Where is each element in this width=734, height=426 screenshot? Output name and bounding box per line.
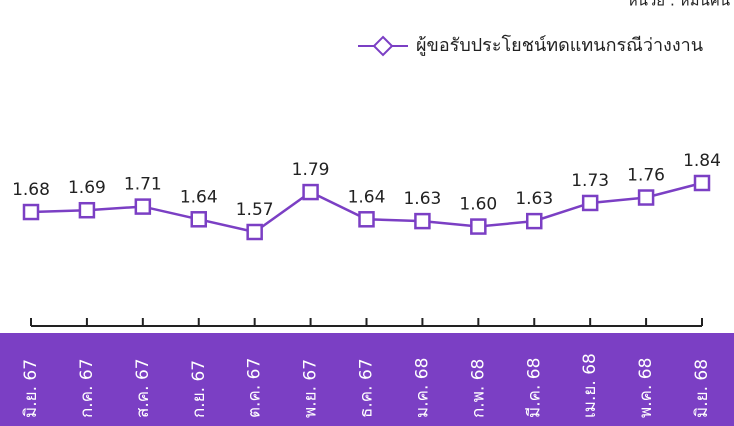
legend: ผู้ขอรับประโยชน์ทดแทนกรณีว่างงาน xyxy=(358,34,703,57)
data-label: 1.63 xyxy=(403,189,441,209)
data-label: 1.63 xyxy=(515,189,553,209)
x-tick-label: ส.ค. 67 xyxy=(133,358,153,418)
x-tick-label: พ.ค. 68 xyxy=(636,358,656,418)
point-marker xyxy=(470,218,487,235)
data-label: 1.60 xyxy=(459,195,497,215)
x-tick-label: ธ.ค. 67 xyxy=(357,358,377,418)
data-label: 1.76 xyxy=(627,166,665,186)
point-marker xyxy=(637,189,655,206)
x-tick-label: พ.ย. 67 xyxy=(301,359,321,418)
x-tick-label: ม.ค. 68 xyxy=(412,358,432,418)
category-band xyxy=(0,333,734,426)
unit-label: หน่วย : หมื่นคน xyxy=(628,0,730,10)
x-tick-label: ก.ค. 67 xyxy=(77,358,97,418)
point-marker xyxy=(414,212,431,230)
data-label: 1.68 xyxy=(12,180,50,200)
data-label: 1.69 xyxy=(68,178,106,198)
x-tick-label: มี.ค. 68 xyxy=(524,358,544,418)
legend-label: ผู้ขอรับประโยชน์ทดแทนกรณีว่างงาน xyxy=(416,34,703,56)
point-marker xyxy=(302,183,319,201)
data-label: 1.73 xyxy=(571,171,609,191)
point-marker xyxy=(693,174,711,192)
point-marker xyxy=(190,211,207,228)
point-marker xyxy=(134,198,152,215)
point-marker xyxy=(246,223,263,241)
x-tick-label: ก.พ. 68 xyxy=(468,359,488,418)
point-marker xyxy=(581,194,599,212)
data-label: 1.79 xyxy=(292,160,330,180)
point-marker xyxy=(358,211,375,228)
x-tick-label: ต.ค. 67 xyxy=(245,358,265,418)
x-tick-label: มิ.ย. 67 xyxy=(21,359,41,418)
point-marker xyxy=(526,212,543,230)
point-marker xyxy=(22,203,40,221)
legend-marker xyxy=(372,35,394,57)
point-marker xyxy=(78,201,96,219)
data-label: 1.57 xyxy=(236,200,274,220)
x-tick-label: เม.ย. 68 xyxy=(580,353,600,418)
data-label: 1.71 xyxy=(124,175,162,195)
data-label: 1.84 xyxy=(683,151,721,171)
x-tick-label: ก.ย. 67 xyxy=(189,360,209,418)
data-label: 1.64 xyxy=(348,187,386,207)
data-label: 1.64 xyxy=(180,187,218,207)
x-tick-label: มิ.ย. 68 xyxy=(692,359,712,418)
